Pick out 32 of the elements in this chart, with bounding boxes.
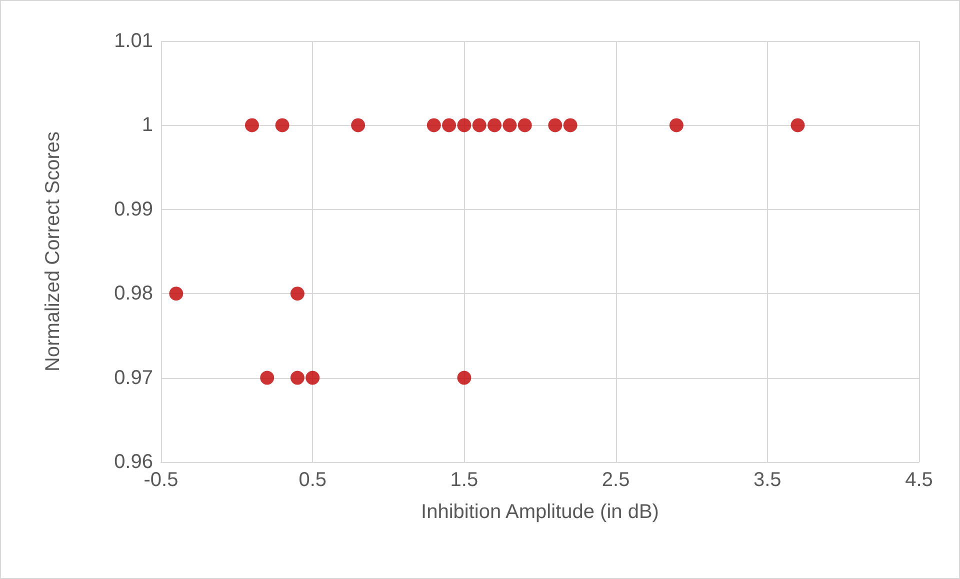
y-tick-label: 0.97 bbox=[114, 366, 153, 389]
point bbox=[457, 118, 472, 132]
x-axis-title: Inhibition Amplitude (in dB) bbox=[421, 501, 659, 523]
y-tick-label: 0.98 bbox=[114, 282, 153, 305]
x-tick-label: 0.5 bbox=[298, 469, 327, 491]
point bbox=[169, 286, 184, 301]
point bbox=[275, 118, 290, 132]
point bbox=[457, 370, 472, 385]
y-axis-title: Normalized Correct Scores bbox=[42, 131, 64, 372]
y-tick-label: 1.01 bbox=[114, 30, 153, 52]
point bbox=[426, 118, 441, 132]
point bbox=[548, 118, 562, 132]
point bbox=[290, 370, 304, 385]
y-tick-label: 1 bbox=[142, 114, 153, 136]
point bbox=[518, 118, 532, 132]
point bbox=[306, 370, 320, 385]
point bbox=[351, 118, 366, 132]
point bbox=[488, 118, 502, 132]
point bbox=[290, 286, 304, 301]
point bbox=[244, 118, 259, 132]
point bbox=[442, 118, 456, 132]
point bbox=[472, 118, 486, 132]
x-tick-label: 4.5 bbox=[905, 469, 933, 491]
y-tick-label: 0.99 bbox=[114, 198, 153, 220]
x-tick-label: 1.5 bbox=[450, 469, 478, 491]
x-tick-label: 2.5 bbox=[602, 469, 630, 491]
point bbox=[502, 118, 517, 132]
x-tick-label: 3.5 bbox=[753, 469, 782, 491]
point bbox=[260, 370, 274, 385]
point bbox=[563, 118, 578, 132]
point bbox=[669, 118, 684, 132]
point bbox=[790, 118, 805, 132]
